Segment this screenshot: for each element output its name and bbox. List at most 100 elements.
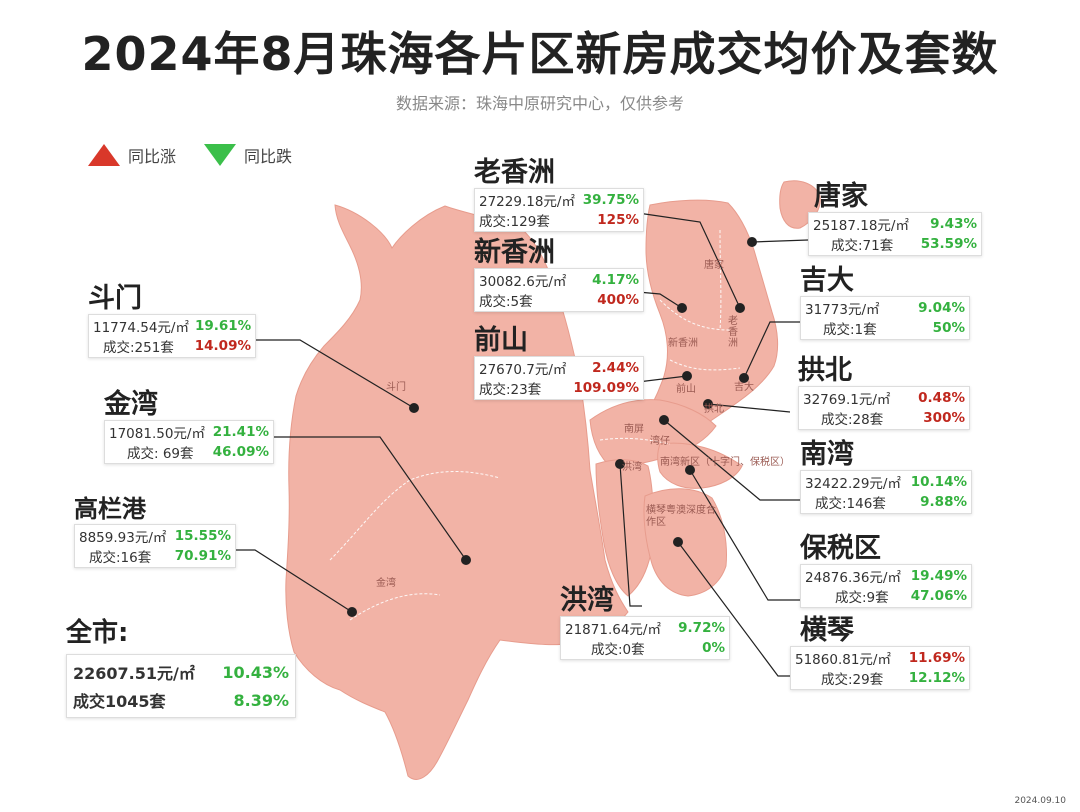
marker-gaolangang (347, 607, 357, 617)
leader-nanwan (663, 419, 800, 501)
region-name: 吉大 (800, 265, 854, 296)
avg-price: 21871.64元/㎡ (565, 622, 661, 638)
region-hengqin: 横琴 51860.81元/㎡ 11.69% 成交:29套 12.12% (790, 616, 970, 690)
leader-jida (743, 321, 800, 379)
deal-count: 成交:146套 (815, 496, 886, 512)
avg-price: 32769.1元/㎡ (803, 392, 891, 408)
region-name: 南湾 (800, 439, 854, 470)
price-change: 11.69% (908, 650, 965, 666)
avg-price: 17081.50元/㎡ (109, 426, 205, 442)
deal-change: 125% (597, 212, 639, 228)
leader-doumen (256, 339, 415, 409)
legend-up: 同比涨 (88, 143, 176, 167)
deal-count: 成交1045套 (73, 692, 166, 711)
map-label-xinxiangzhou: 新香洲 (668, 338, 698, 349)
map-label-jinwan: 金湾 (376, 578, 396, 589)
region-name: 斗门 (88, 283, 142, 314)
region-gongbei: 拱北 32769.1元/㎡ 0.48% 成交:28套 300% (798, 356, 970, 430)
map-label-hongwan: 洪湾 (622, 462, 642, 473)
deal-count: 成交:29套 (821, 672, 884, 688)
avg-price: 27670.7元/㎡ (479, 362, 567, 378)
marker-hengqin (673, 537, 683, 547)
avg-price: 22607.51元/㎡ (73, 664, 195, 683)
region-stats: 25187.18元/㎡ 9.43% 成交:71套 53.59% (808, 212, 982, 256)
marker-qianshan (682, 371, 692, 381)
region-name: 老香洲 (474, 157, 555, 188)
map-label-nanping: 南屏 (624, 424, 644, 435)
deal-change: 0% (702, 640, 725, 656)
deal-count: 成交:251套 (103, 340, 174, 356)
region-doumen: 斗门 11774.54元/㎡ 19.61% 成交:251套 14.09% (88, 284, 256, 358)
deal-change: 300% (923, 410, 965, 426)
region-stats: 32769.1元/㎡ 0.48% 成交:28套 300% (798, 386, 970, 430)
marker-nanwan (659, 415, 669, 425)
legend-down-label: 同比跌 (244, 147, 293, 166)
price-change: 2.44% (592, 360, 639, 376)
deal-change: 12.12% (908, 670, 965, 686)
region-name: 高栏港 (74, 495, 146, 523)
legend-down: 同比跌 (204, 143, 292, 167)
leader-tangjia (751, 239, 809, 243)
triangle-down-icon (204, 144, 236, 166)
deal-change: 46.09% (212, 444, 269, 460)
avg-price: 25187.18元/㎡ (813, 218, 909, 234)
region-stats: 8859.93元/㎡ 15.55% 成交:16套 70.91% (74, 524, 236, 568)
deal-change: 109.09% (573, 380, 639, 396)
region-name: 横琴 (800, 615, 854, 646)
deal-count: 成交:16套 (89, 550, 152, 566)
avg-price: 30082.6元/㎡ (479, 274, 567, 290)
data-source: 数据来源：珠海中原研究中心，仅供参考 (395, 94, 684, 113)
leader-laoxiangzhou (637, 212, 741, 309)
marker-doumen (409, 403, 419, 413)
region-name: 唐家 (814, 181, 868, 212)
region-gaolangang: 高栏港 8859.93元/㎡ 15.55% 成交:16套 70.91% (74, 494, 236, 568)
avg-price: 24876.36元/㎡ (805, 570, 901, 586)
region-stats: 32422.29元/㎡ 10.14% 成交:146套 9.88% (800, 470, 972, 514)
price-change: 4.17% (592, 272, 639, 288)
region-name: 保税区 (800, 533, 881, 564)
region-stats: 17081.50元/㎡ 21.41% 成交: 69套 46.09% (104, 420, 274, 464)
region-name: 前山 (474, 325, 528, 356)
deal-change: 14.09% (194, 338, 251, 354)
region-stats: 24876.36元/㎡ 19.49% 成交:9套 47.06% (800, 564, 972, 608)
deal-change: 47.06% (910, 588, 967, 604)
price-change: 9.04% (918, 300, 965, 316)
price-change: 21.41% (212, 424, 269, 440)
map-label-laoxiangzhou: 老香洲 (728, 316, 738, 349)
region-stats: 31773元/㎡ 9.04% 成交:1套 50% (800, 296, 970, 340)
footer-date: 2024.09.10 (1014, 796, 1066, 806)
leader-gaolangang (236, 549, 353, 613)
citywide-summary: 全市: 22607.51元/㎡ 10.43% 成交1045套 8.39% (66, 618, 296, 718)
deal-count: 成交:1套 (823, 322, 877, 338)
price-change: 10.43% (222, 662, 289, 682)
region-qianshan: 前山 27670.7元/㎡ 2.44% 成交:23套 109.09% (474, 326, 644, 400)
deal-change: 50% (932, 320, 965, 336)
citywide-stats: 22607.51元/㎡ 10.43% 成交1045套 8.39% (66, 654, 296, 718)
triangle-up-icon (88, 144, 120, 166)
marker-jinwan (461, 555, 471, 565)
marker-jida (739, 373, 749, 383)
nanwan-landmass (657, 442, 743, 489)
region-jinwan: 金湾 17081.50元/㎡ 21.41% 成交: 69套 46.09% (104, 390, 274, 464)
avg-price: 27229.18元/㎡ (479, 194, 575, 210)
region-stats: 27670.7元/㎡ 2.44% 成交:23套 109.09% (474, 356, 644, 400)
region-baoshuiqu: 保税区 24876.36元/㎡ 19.49% 成交:9套 47.06% (800, 534, 972, 608)
price-change: 19.61% (194, 318, 252, 334)
region-xinxiangzhou: 新香洲 30082.6元/㎡ 4.17% 成交:5套 400% (474, 238, 644, 312)
leader-hengqin (677, 541, 790, 677)
map-label-wanzai: 湾仔 (650, 436, 670, 447)
price-change: 39.75% (582, 192, 639, 208)
deal-change: 70.91% (174, 548, 231, 564)
region-stats: 51860.81元/㎡ 11.69% 成交:29套 12.12% (790, 646, 970, 690)
deal-change: 8.39% (233, 690, 289, 710)
map-label-nanwan: 南湾新区（十字门、保税区） (660, 457, 790, 468)
region-hongwan: 洪湾 21871.64元/㎡ 9.72% 成交:0套 0% (560, 586, 730, 660)
legend-up-label: 同比涨 (128, 147, 177, 166)
map-label-jida: 吉大 (734, 382, 754, 393)
leader-gongbei (707, 403, 791, 413)
deal-count: 成交:129套 (479, 214, 550, 230)
region-name: 新香洲 (474, 237, 555, 268)
price-change: 15.55% (174, 528, 231, 544)
marker-xinxiangzhou (677, 303, 687, 313)
